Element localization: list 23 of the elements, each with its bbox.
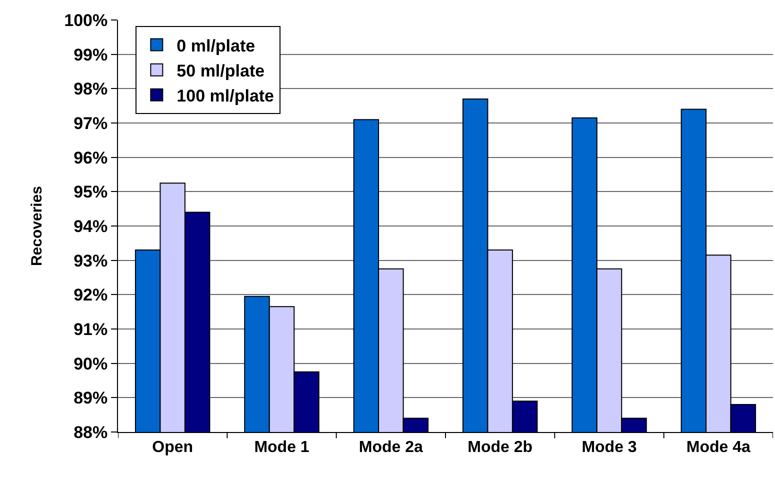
y-tick-label: 100% bbox=[64, 10, 108, 30]
y-tick-label: 94% bbox=[74, 216, 108, 236]
y-tick-label: 93% bbox=[74, 251, 108, 270]
x-tick-label: Mode 4a bbox=[686, 439, 751, 456]
x-tick-label: Mode 2a bbox=[358, 439, 424, 456]
y-tick-label: 99% bbox=[74, 45, 108, 64]
legend-label: 100 ml/plate bbox=[176, 86, 274, 106]
y-tick-label: 90% bbox=[74, 354, 108, 374]
y-tick-label: 89% bbox=[74, 388, 108, 408]
y-tick-label: 91% bbox=[74, 320, 108, 339]
x-tick-label: Mode 3 bbox=[582, 439, 637, 456]
x-tick-label: Mode 2b bbox=[468, 439, 533, 456]
y-tick-label: 98% bbox=[74, 80, 108, 99]
legend-label: 0 ml/plate bbox=[176, 36, 256, 56]
y-tick-label: 92% bbox=[74, 286, 108, 305]
x-tick-label: Open bbox=[152, 439, 194, 456]
y-tick-label: 95% bbox=[74, 182, 108, 202]
legend-label: 50 ml/plate bbox=[176, 61, 265, 80]
y-tick-label: 96% bbox=[74, 148, 108, 168]
x-tick-label: Mode 1 bbox=[254, 439, 310, 456]
y-tick-label: 88% bbox=[74, 422, 108, 442]
y-axis-title: Recoveries bbox=[28, 186, 46, 266]
y-tick-label: 97% bbox=[74, 114, 108, 133]
